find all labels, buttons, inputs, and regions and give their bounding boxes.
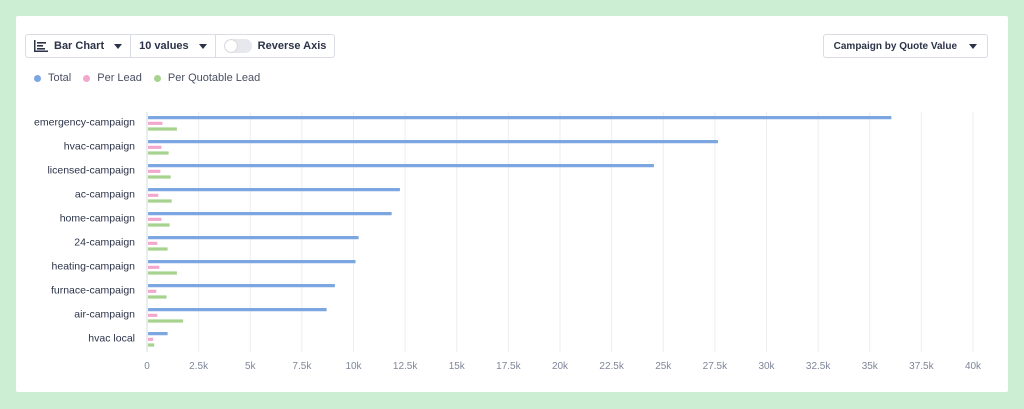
x-tick-label: 20k [552,361,569,372]
x-tick-label: 12.5k [393,361,418,372]
legend-item-per-lead[interactable]: Per Lead [83,72,142,84]
chart-type-dropdown[interactable]: Bar Chart [25,34,132,58]
bar-total [148,212,392,216]
bar-per-lead [148,313,158,317]
chart-type-label: Bar Chart [54,40,105,52]
bar-chart-icon [34,40,48,52]
bar-per-quotable-lead [148,295,167,299]
bar-per-lead [148,337,154,341]
bar-total [148,236,359,240]
x-tick-label: 17.5k [496,361,521,372]
bar-total [148,308,327,312]
chevron-down-icon [198,43,207,49]
bar-total [148,140,718,144]
bar-per-quotable-lead [148,199,172,203]
x-tick-label: 40k [965,361,982,372]
chevron-down-icon [969,43,977,49]
x-tick-label: 30k [758,361,775,372]
x-tick-label: 25k [655,361,672,372]
x-tick-label: 2.5k [189,361,209,372]
legend-item-total[interactable]: Total [34,72,71,84]
x-tick-label: 32.5k [806,361,831,372]
category-label: ac-campaign [75,189,135,201]
x-tick-label: 15k [449,361,466,372]
x-tick-label: 27.5k [703,361,728,372]
x-tick-label: 0 [144,361,150,372]
category-label: home-campaign [60,213,135,225]
legend-label: Per Quotable Lead [167,72,261,84]
values-count-label: 10 values [139,40,189,52]
bar-per-lead [148,265,160,269]
x-tick-label: 37.5k [909,361,934,372]
x-tick-label: 35k [862,361,879,372]
sort-dropdown[interactable]: Campaign by Quote Value [822,34,988,58]
bar-total [148,116,892,120]
bar-total [148,284,335,288]
bar-per-quotable-lead [148,319,184,323]
category-label: 24-campaign [74,237,135,249]
bar-per-quotable-lead [148,175,171,179]
bar-per-quotable-lead [148,127,177,131]
bar-total [148,188,400,192]
chart-legend: Total Per Lead Per Quotable Lead [34,72,260,84]
values-count-dropdown[interactable]: 10 values [131,34,216,58]
chevron-down-icon [114,43,123,49]
bar-per-quotable-lead [148,247,168,251]
chart-toolbar: Bar Chart 10 values Reverse Axis [25,34,336,58]
legend-label: Total [48,72,72,84]
legend-label: Per Lead [97,72,142,84]
bar-per-quotable-lead [148,223,170,227]
bar-chart: 0 2.5k 5k 7.5k 10k 12.5k 15k 17.5k 20k 22.5k 25k 27… [34,112,982,372]
sort-label: Campaign by Quote Value [833,40,957,52]
x-tick-label: 7.5k [292,361,312,372]
bar-total [148,164,654,168]
category-label: air-campaign [74,309,135,321]
legend-dot [34,74,41,82]
category-label: heating-campaign [52,261,136,273]
category-label: licensed-campaign [47,165,135,177]
bar-per-lead [148,217,162,221]
bar-per-lead [148,145,162,149]
category-label: hvac-campaign [64,141,135,153]
reverse-axis-label: Reverse Axis [257,40,327,52]
reverse-axis-toggle[interactable]: Reverse Axis [215,34,336,58]
category-label: emergency-campaign [34,117,135,129]
chart-card: Bar Chart 10 values Reverse Axis Campaig… [16,16,1008,392]
category-label: hvac local [88,333,135,345]
legend-dot [83,74,91,82]
bar-per-quotable-lead [148,271,177,275]
bar-per-quotable-lead [148,343,155,347]
bar-per-lead [148,289,157,293]
legend-item-per-quotable-lead[interactable]: Per Quotable Lead [153,72,261,84]
bar-per-lead [148,193,159,197]
bar-total [148,260,356,264]
legend-dot [153,74,161,82]
x-tick-label: 22.5k [599,361,624,372]
bar-per-lead [148,169,161,173]
bar-per-lead [148,241,158,245]
x-tick-label: 10k [345,361,362,372]
x-tick-label: 5k [245,361,257,372]
bar-per-quotable-lead [148,151,169,155]
bar-total [148,332,168,336]
category-label: furnace-campaign [51,285,135,297]
bar-per-lead [148,121,163,125]
toggle-switch[interactable] [223,39,252,53]
